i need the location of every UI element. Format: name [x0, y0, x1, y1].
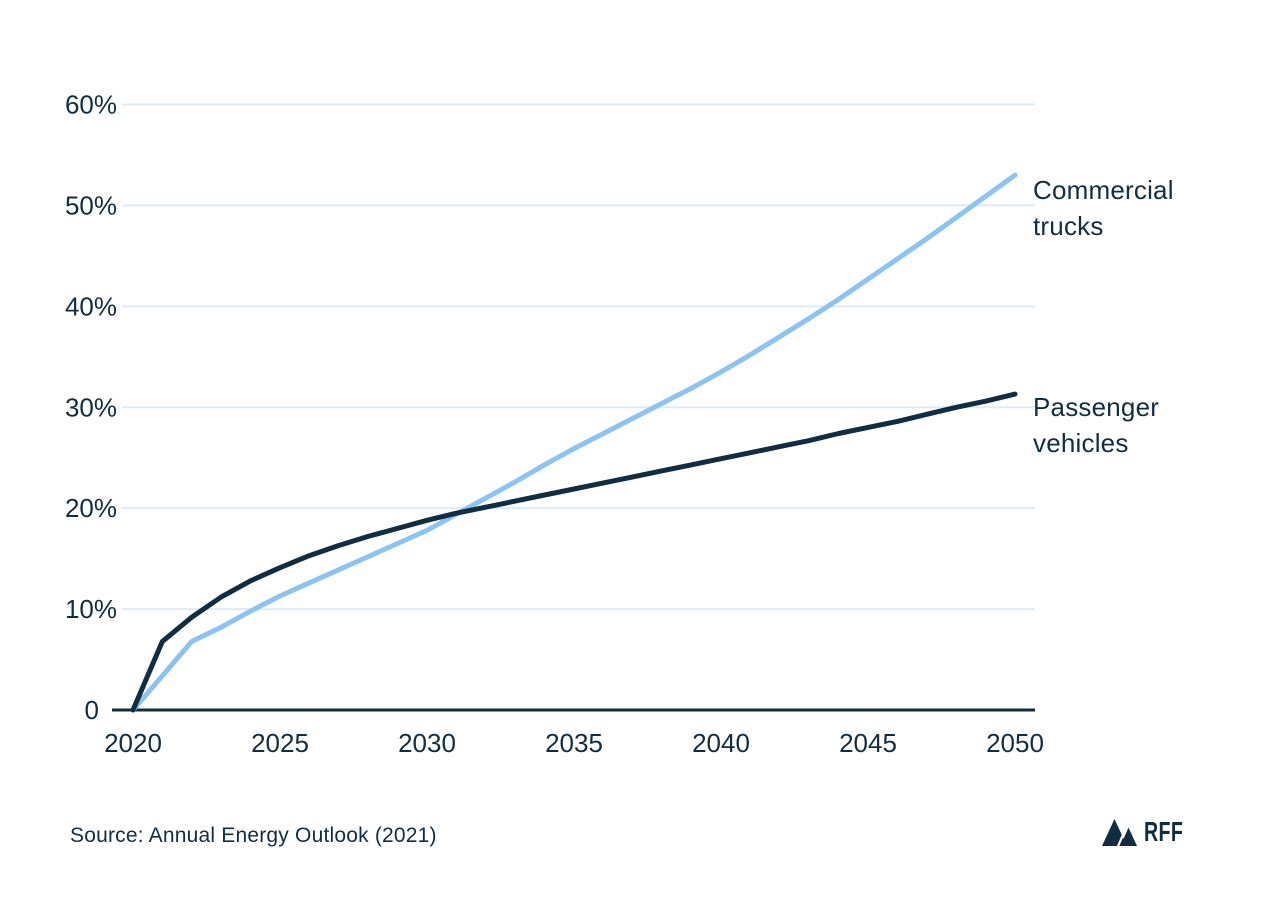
series-label-line: Passenger — [1033, 392, 1160, 422]
source-note: Source: Annual Energy Outlook (2021) — [70, 824, 437, 847]
series-label-line: vehicles — [1033, 428, 1129, 458]
y-tick-label-20: 20% — [65, 493, 117, 523]
x-tick-label-2035: 2035 — [545, 728, 603, 758]
series-line-passenger-vehicles — [130, 391, 1018, 713]
series-line-commercial-trucks — [130, 172, 1018, 713]
x-tick-label-2050: 2050 — [986, 728, 1044, 758]
rff-logo-text: RFF — [1144, 816, 1184, 847]
x-tick-label-2045: 2045 — [839, 728, 897, 758]
y-tick-label-10: 10% — [65, 594, 117, 624]
series-label-passenger-vehicles: Passenger vehicles — [1033, 389, 1159, 461]
x-tick-label-2030: 2030 — [398, 728, 456, 758]
rff-logo: RFF — [1102, 816, 1200, 848]
x-tick-label-2020: 2020 — [104, 728, 162, 758]
series-label-line: Commercial — [1033, 175, 1174, 205]
rff-logo-icon — [1102, 818, 1137, 846]
y-tick-label-0: 0 — [85, 695, 99, 725]
y-tick-label-60: 60% — [65, 90, 117, 120]
y-tick-label-50: 50% — [65, 190, 117, 220]
y-tick-label-40: 40% — [65, 291, 117, 321]
x-tick-label-2040: 2040 — [692, 728, 750, 758]
x-tick-label-2025: 2025 — [251, 728, 309, 758]
series-label-commercial-trucks: Commercial trucks — [1033, 172, 1174, 244]
y-tick-label-30: 30% — [65, 392, 117, 422]
series-label-line: trucks — [1033, 211, 1104, 241]
